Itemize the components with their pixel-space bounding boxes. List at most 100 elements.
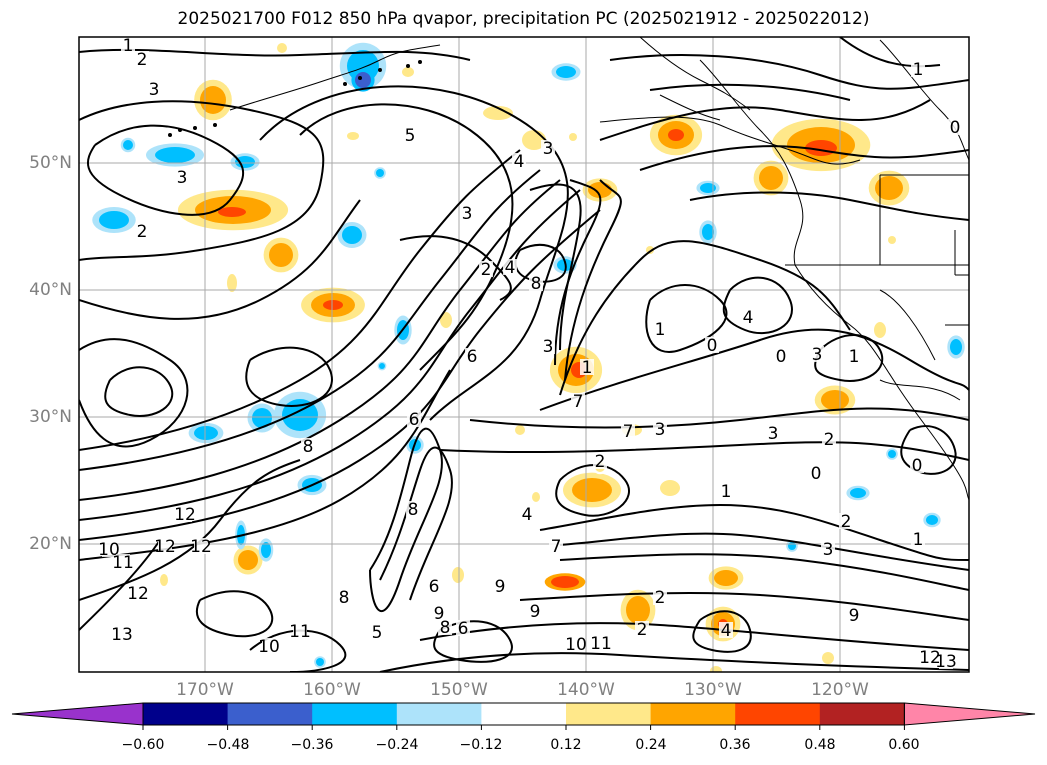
contour-label: 2 <box>841 512 852 532</box>
contour-label: 7 <box>623 422 634 442</box>
contour-label: 8 <box>440 618 451 638</box>
contour-line <box>245 346 333 407</box>
coastline <box>699 59 804 266</box>
contour-label: 3 <box>812 345 823 365</box>
contour-label: 6 <box>458 619 469 639</box>
island <box>378 68 382 72</box>
contour-label: 3 <box>655 420 666 440</box>
contour-label-bg <box>549 538 563 554</box>
contour-label-bg <box>178 506 192 522</box>
colorbar-segment <box>143 703 229 725</box>
colorbar-label: 0.36 <box>719 737 751 753</box>
contour-label: 2 <box>137 222 148 242</box>
contour-label-bg <box>839 513 853 529</box>
contour-line <box>369 427 443 612</box>
contour-line <box>79 199 361 320</box>
contour-line <box>87 124 245 216</box>
contour-label-bg <box>766 425 780 441</box>
contour-label-bg <box>822 431 836 447</box>
contour-label-bg <box>438 619 452 635</box>
contour-label: 3 <box>543 337 554 357</box>
contour-label: 11 <box>112 553 134 573</box>
contour-label: 0 <box>776 347 787 367</box>
contour-line <box>559 240 851 396</box>
contour-label-bg <box>911 531 925 547</box>
precip-shade <box>277 43 287 53</box>
contour-label-bg <box>301 438 315 454</box>
precip-shade <box>710 666 722 672</box>
precip-shade <box>452 567 464 583</box>
contour-label-bg <box>910 457 924 473</box>
colorbar-segment <box>312 703 398 725</box>
colorbar-segment <box>735 703 821 725</box>
contour-label: 0 <box>950 118 961 138</box>
colorbar-segment <box>819 703 905 725</box>
precip-shade <box>572 478 612 502</box>
contour-label: 6 <box>429 577 440 597</box>
precip-shade <box>99 211 129 229</box>
precip-shade <box>269 243 293 267</box>
island <box>213 123 217 127</box>
map-frame <box>78 36 970 673</box>
precip-shade <box>700 183 716 193</box>
precip-shade <box>874 322 886 338</box>
contour-line <box>79 100 325 261</box>
contour-line <box>555 464 630 517</box>
contour-label-bg <box>847 607 861 623</box>
precip-shade <box>926 515 938 525</box>
precip-shade <box>556 66 576 78</box>
contour-line <box>814 334 884 382</box>
contour-label: 9 <box>849 606 860 626</box>
island <box>358 76 362 80</box>
contour-label-bg <box>115 626 129 642</box>
contour-line <box>900 425 957 475</box>
lat-label-40n: 40°N <box>29 280 72 300</box>
colorbar-label: −0.24 <box>375 737 419 753</box>
qvapor-contours <box>79 37 969 672</box>
contour-label: 3 <box>149 80 160 100</box>
contour-line <box>299 103 514 371</box>
contour-label: 2 <box>481 260 492 280</box>
precip-shade <box>569 133 577 141</box>
contour-line <box>609 54 969 90</box>
contour-line <box>645 284 728 353</box>
contour-label-bg <box>465 348 479 364</box>
precip-shade <box>123 140 133 150</box>
precip-shade <box>483 106 513 120</box>
precip-shade <box>822 652 834 664</box>
precip-shade <box>850 488 866 498</box>
contour-label: 0 <box>707 336 718 356</box>
contour-label: 1 <box>913 60 924 80</box>
colorbar-segment <box>227 703 313 725</box>
contour-label-bg <box>719 483 733 499</box>
lon-label-120w: 120°W <box>811 680 869 700</box>
coastline <box>229 44 441 111</box>
contour-label-bg <box>939 653 953 669</box>
precip-shade <box>515 425 525 435</box>
colorbar-outline <box>142 702 905 726</box>
contour-line <box>519 591 969 621</box>
colorbar-extend-high <box>903 702 1036 726</box>
contour-label: 3 <box>768 424 779 444</box>
lon-label-160w: 160°W <box>303 680 361 700</box>
contour-label-bg <box>427 578 441 594</box>
lon-label-130w: 130°W <box>684 680 742 700</box>
colorbar <box>11 702 1036 730</box>
lon-label-170w: 170°W <box>176 680 234 700</box>
contour-label: 8 <box>531 274 542 294</box>
contour-line <box>379 446 453 601</box>
contour-line <box>559 553 969 591</box>
contour-label-bg <box>102 541 116 557</box>
contour-line <box>79 539 161 631</box>
contour-label: 12 <box>154 537 176 557</box>
colorbar-extend-low <box>11 702 144 726</box>
precip-shade <box>347 132 359 140</box>
contour-label: 12 <box>127 584 149 604</box>
contour-label: 6 <box>467 347 478 367</box>
contour-label: 9 <box>434 604 445 624</box>
contour-label-bg <box>593 453 607 469</box>
coastline <box>879 289 936 361</box>
contour-label: 6 <box>409 410 420 430</box>
contour-label-bg <box>121 37 135 53</box>
island <box>178 128 182 132</box>
